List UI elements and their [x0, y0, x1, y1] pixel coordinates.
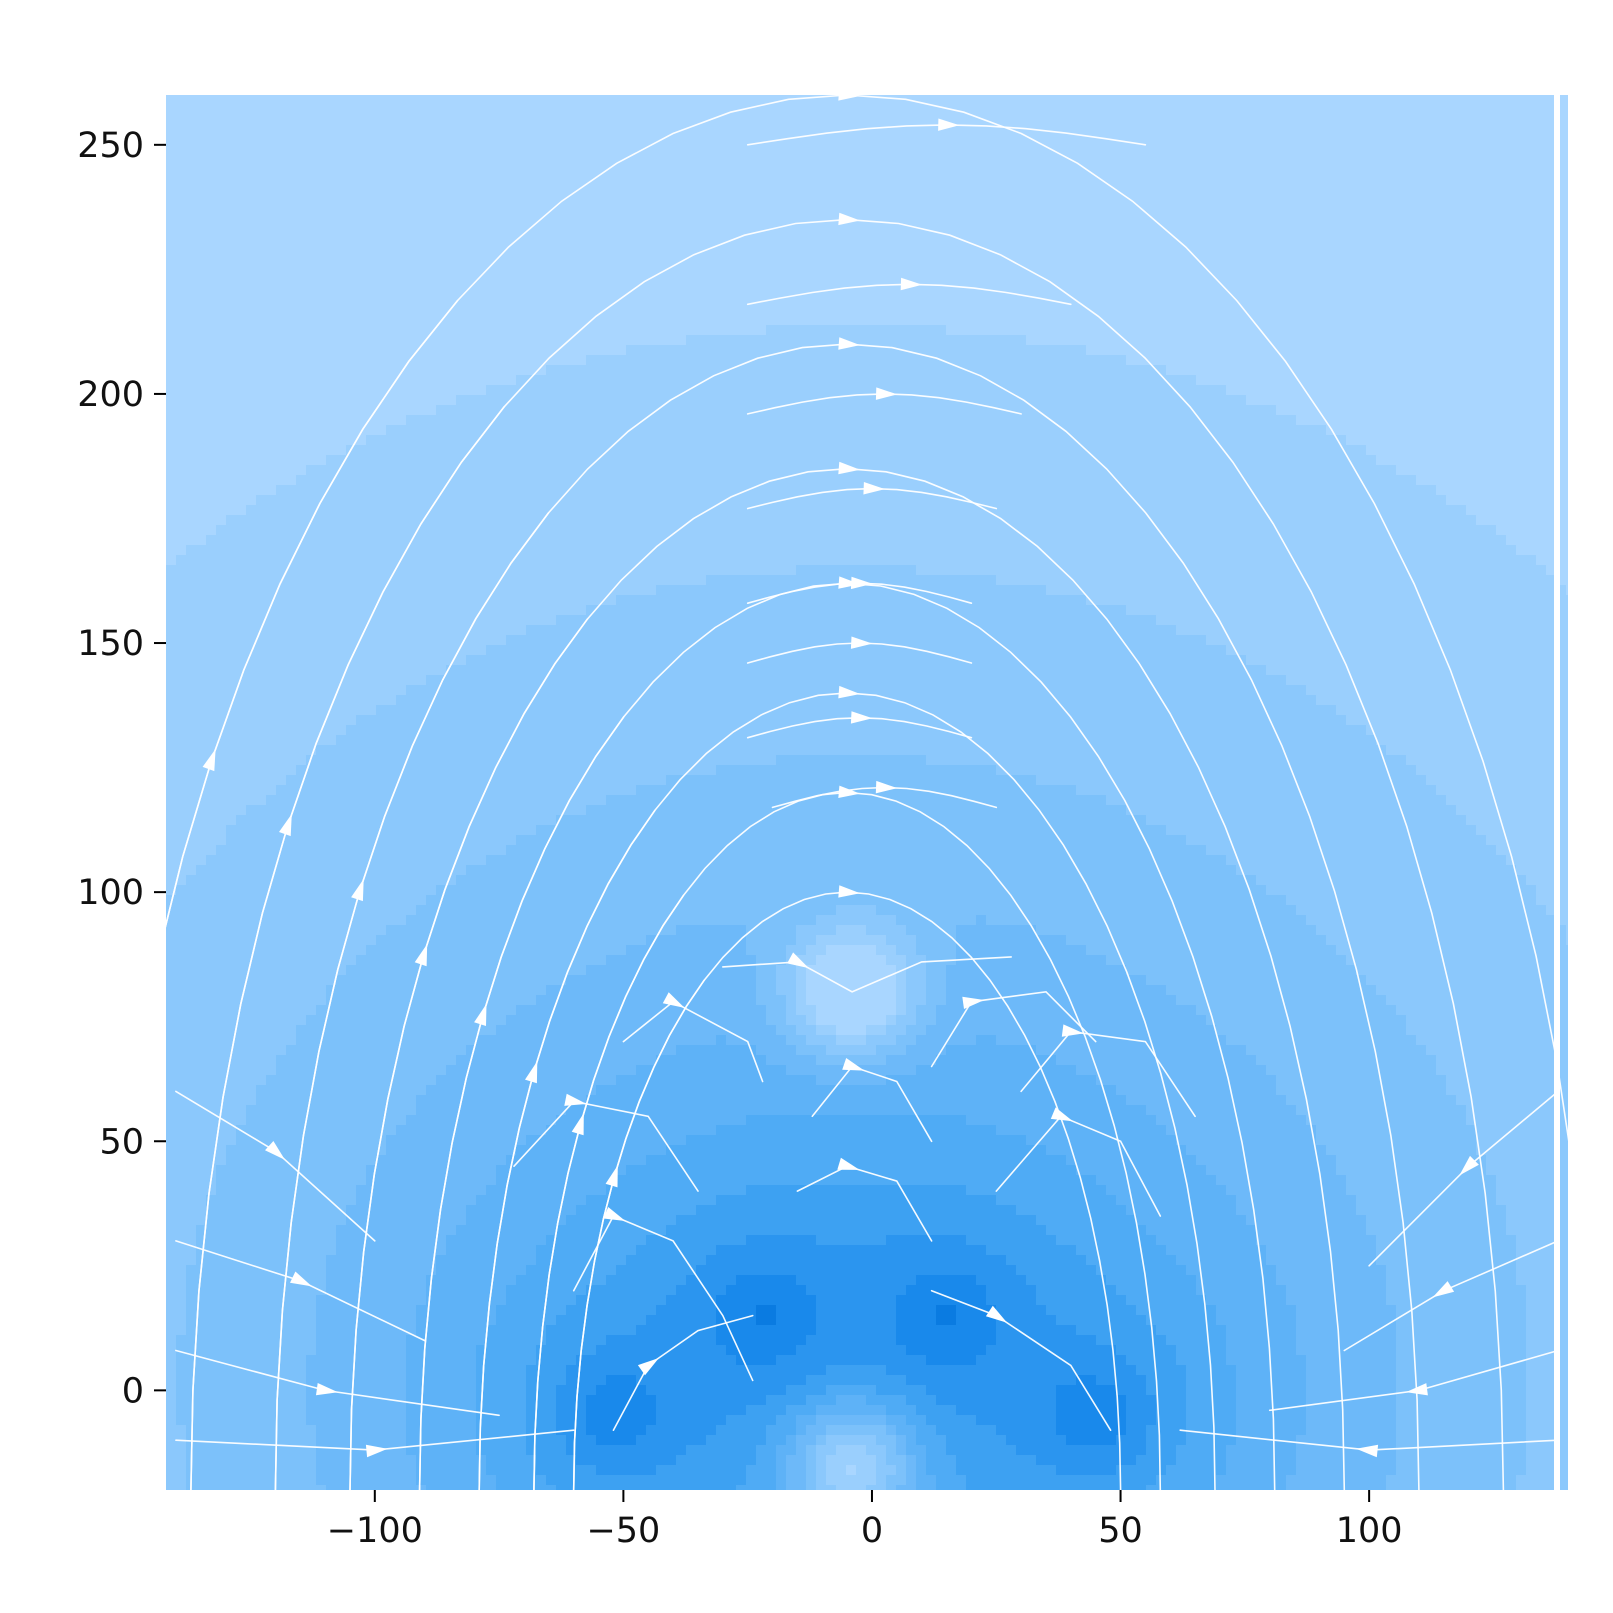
streamline-arrow [202, 748, 216, 772]
y-tick-label: 250 [77, 126, 144, 166]
x-tick-label: −100 [327, 1511, 423, 1551]
streamline-arrow [838, 461, 861, 475]
streamline-arrow [838, 95, 861, 101]
streamline-arrow [1459, 1155, 1479, 1176]
streamline [796, 1165, 933, 1242]
streamline [349, 618, 589, 1490]
y-tick-label: 200 [77, 375, 144, 415]
streamline-arrow [365, 1444, 388, 1458]
streamline [930, 990, 1097, 1068]
streamline [612, 1314, 754, 1431]
streamline [622, 1000, 764, 1083]
streamline-arrow [662, 992, 685, 1008]
streamline-arrow [875, 387, 898, 400]
streamline-arrow [603, 1207, 626, 1221]
streamline-arrow [838, 685, 861, 699]
streamline-arrow [474, 1003, 487, 1026]
y-tick-label: 100 [77, 873, 144, 913]
streamline-arrow [1432, 1281, 1455, 1298]
streamline-arrow [571, 1113, 584, 1136]
streamline-arrow [316, 1383, 338, 1396]
streamline-arrow [1406, 1383, 1428, 1396]
streamline [995, 1115, 1162, 1217]
streamline [166, 299, 459, 928]
streamline-arrow [351, 878, 364, 902]
streamline-arrow [525, 1061, 538, 1084]
streamline-arrow [985, 1305, 1008, 1323]
streamline-arrow [850, 636, 873, 649]
streamline-arrow [414, 944, 428, 967]
streamline-arrow [850, 576, 873, 590]
streamline-arrow [838, 212, 861, 226]
streamline-arrow [1061, 1024, 1084, 1037]
streamline-arrow [290, 1271, 312, 1287]
streamline [1020, 1030, 1196, 1118]
streamline [478, 809, 656, 1490]
streamline [418, 716, 625, 1490]
streamline-arrow [875, 780, 898, 794]
streamline-arrow [900, 277, 923, 291]
streamline-arrow [863, 482, 885, 495]
streamline [513, 1100, 699, 1192]
x-tick-label: 100 [1336, 1511, 1403, 1551]
streamline [572, 979, 705, 1490]
streamline-arrow [838, 785, 861, 798]
streamline-arrow [842, 1058, 865, 1071]
streamline [930, 1289, 1112, 1431]
streamline [572, 1214, 754, 1382]
y-tick-label: 0 [122, 1371, 144, 1411]
y-tick-label: 50 [99, 1122, 144, 1162]
streamline-arrow [838, 576, 861, 589]
streamline-arrow [265, 1141, 285, 1160]
streamline-arrow [1356, 1444, 1379, 1458]
streamline-arrow [838, 885, 861, 898]
y-tick-label: 150 [77, 624, 144, 664]
streamline-arrow [637, 1358, 659, 1376]
streamline-arrow [605, 1165, 618, 1188]
streamline-arrow [787, 952, 809, 969]
streamline-arrow [850, 711, 873, 724]
streamline [811, 1065, 933, 1143]
streamline-arrow [564, 1093, 587, 1106]
streamline [533, 894, 685, 1490]
x-tick-label: 0 [861, 1511, 883, 1551]
streamline [274, 512, 550, 1490]
streamline [190, 406, 505, 1490]
streamline-arrow [938, 118, 960, 131]
streamline-arrow [837, 1157, 860, 1170]
right-edge-band [1554, 95, 1560, 1490]
streamline-arrow [838, 337, 861, 350]
streamline-arrow [279, 813, 292, 837]
x-tick-label: −50 [586, 1511, 660, 1551]
streamline-arrow [962, 996, 985, 1009]
streamline [722, 956, 1012, 993]
streamline-arrow [1050, 1107, 1073, 1122]
x-tick-label: 50 [1098, 1511, 1143, 1551]
